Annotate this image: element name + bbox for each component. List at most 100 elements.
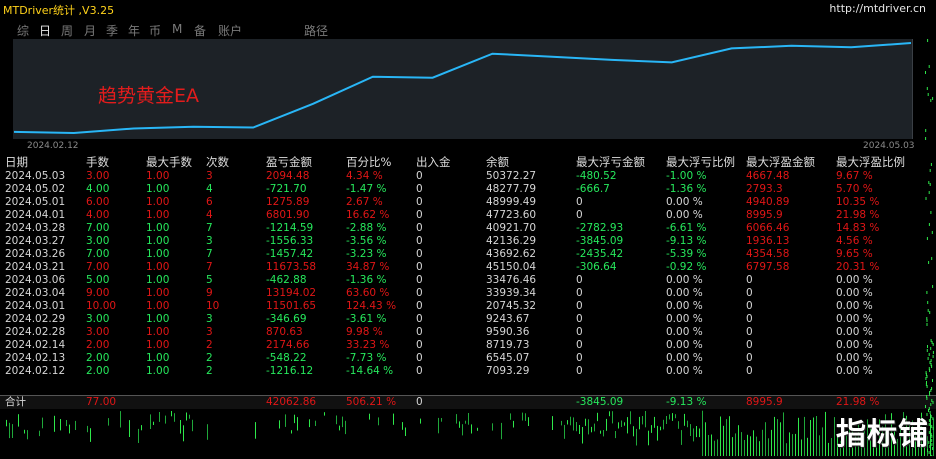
price-bar [777,419,778,456]
table-cell: 2024.02.14 [5,339,66,351]
table-row[interactable]: 2024.05.02 4.00 1.00 4 -721.70 -1.47 % 0 48277.… [0,183,936,196]
price-bar [929,169,931,172]
table-cell: 40921.70 [486,222,537,234]
tab-currency[interactable]: 币 [149,24,162,38]
tab-note[interactable]: 备 [194,24,207,38]
table-cell: 3.00 [86,313,110,325]
table-row[interactable]: 2024.02.14 2.00 1.00 2 2174.66 33.23 % 0 8719.7… [0,339,936,352]
tab-quarter[interactable]: 季 [106,24,119,38]
price-bar [87,425,88,433]
table-cell: 1.00 [146,287,170,299]
tab-year[interactable]: 年 [128,24,141,38]
totals-cell: 506.21 % [346,396,397,408]
table-row[interactable]: 2024.03.04 9.00 1.00 9 13194.02 63.60 % 0 33939… [0,287,936,300]
table-row[interactable]: 2024.03.27 3.00 1.00 3 -1556.33 -3.56 % 0 42136… [0,235,936,248]
price-bar [926,237,928,240]
table-row[interactable]: 2024.02.13 2.00 1.00 2 -548.22 -7.73 % 0 6545.0… [0,352,936,365]
price-bar [928,65,930,68]
table-row[interactable]: 2024.03.21 7.00 1.00 7 11673.58 34.87 % 0 45150… [0,261,936,274]
table-cell: 1.00 [146,339,170,351]
table-cell: 0.00 % [666,339,703,351]
price-bar [932,343,934,346]
price-bar [849,427,850,456]
table-cell: 1.00 [146,196,170,208]
price-bar [285,414,286,427]
price-bar [931,443,933,446]
price-bar [928,353,930,356]
table-row[interactable]: 2024.02.28 3.00 1.00 3 870.63 9.98 % 0 9590.36 0… [0,326,936,339]
table-row[interactable]: 2024.02.12 2.00 1.00 2 -1216.12 -14.64 % 0 7093… [0,365,936,378]
table-cell: 34.87 % [346,261,390,273]
tab-week[interactable]: 周 [61,24,74,38]
price-bar [615,431,616,439]
table-cell: 0 [576,209,583,221]
table-row[interactable]: 2024.02.29 3.00 1.00 3 -346.69 -3.61 % 0 9243.6… [0,313,936,326]
table-cell: 33.23 % [346,339,390,351]
price-bar [663,419,664,430]
tab-zong[interactable]: 综 [17,24,30,38]
table-cell: 124.43 % [346,300,397,312]
price-bar [708,435,709,456]
table-cell: 9590.36 [486,326,530,338]
tab-path[interactable]: 路径 [304,24,329,38]
table-row[interactable]: 2024.05.01 6.00 1.00 6 1275.89 2.67 % 0 48999.4… [0,196,936,209]
price-bar [690,424,691,436]
table-cell: 2 [206,365,213,377]
table-row[interactable]: 2024.03.26 7.00 1.00 7 -1457.42 -3.23 % 0 43692… [0,248,936,261]
price-bar [930,347,932,350]
price-bar [906,415,907,456]
table-cell: 0.00 % [666,274,703,286]
table-cell: -1216.12 [266,365,314,377]
table-row[interactable]: 2024.03.06 5.00 1.00 5 -462.88 -1.36 % 0 33476.… [0,274,936,287]
price-bar [926,395,928,398]
table-cell: -2.88 % [346,222,387,234]
price-bar [909,423,910,456]
table-cell: 2024.03.28 [5,222,66,234]
table-row[interactable]: 2024.05.03 3.00 1.00 3 2094.48 4.34 % 0 50372.2… [0,170,936,183]
totals-cell: 8995.9 [746,396,783,408]
table-row[interactable]: 2024.03.28 7.00 1.00 7 -1214.59 -2.88 % 0 40921… [0,222,936,235]
tab-account[interactable]: 账户 [218,24,243,38]
table-row[interactable]: 2024.04.01 4.00 1.00 4 6801.90 16.62 % 0 47723.… [0,209,936,222]
price-bar [369,413,370,420]
table-cell: 47723.60 [486,209,537,221]
price-bar [925,371,927,374]
price-bar [926,291,928,294]
price-bar [931,257,933,260]
tab-month[interactable]: 月 [84,24,97,38]
table-cell: -1457.42 [266,248,314,260]
price-bar [930,414,931,456]
price-bar [9,422,10,439]
table-cell: 0 [746,287,753,299]
table-cell: -6.61 % [666,222,707,234]
price-bar [645,411,646,428]
price-bar [928,367,930,370]
price-bar [627,417,628,434]
table-cell: 0.00 % [836,313,873,325]
price-bar [816,416,817,456]
table-cell: 10.00 [86,300,117,312]
price-bar [729,416,730,456]
website-link[interactable]: http://mtdriver.cn [829,2,926,15]
table-cell: 1.00 [146,274,170,286]
price-bar [27,430,28,440]
table-cell: -1.36 % [346,274,387,286]
totals-cell: 合计 [5,396,26,408]
price-bar [925,405,926,408]
column-header: 百分比% [346,155,392,169]
tab-day[interactable]: 日 [39,24,52,38]
table-cell: 3 [206,326,213,338]
table-cell: 48277.79 [486,183,537,195]
price-bar [744,440,745,456]
table-cell: 6797.58 [746,261,790,273]
tab-m[interactable]: M [172,22,183,36]
price-bar [159,412,160,422]
price-bar [932,447,934,450]
price-bar [786,443,787,456]
price-bar [912,420,913,456]
table-cell: 2024.03.26 [5,248,66,260]
table-row[interactable]: 2024.03.01 10.00 1.00 10 11501.65 124.43 % 0 20… [0,300,936,313]
price-bar [931,435,933,438]
price-bar [705,422,706,456]
price-bar [711,434,712,456]
